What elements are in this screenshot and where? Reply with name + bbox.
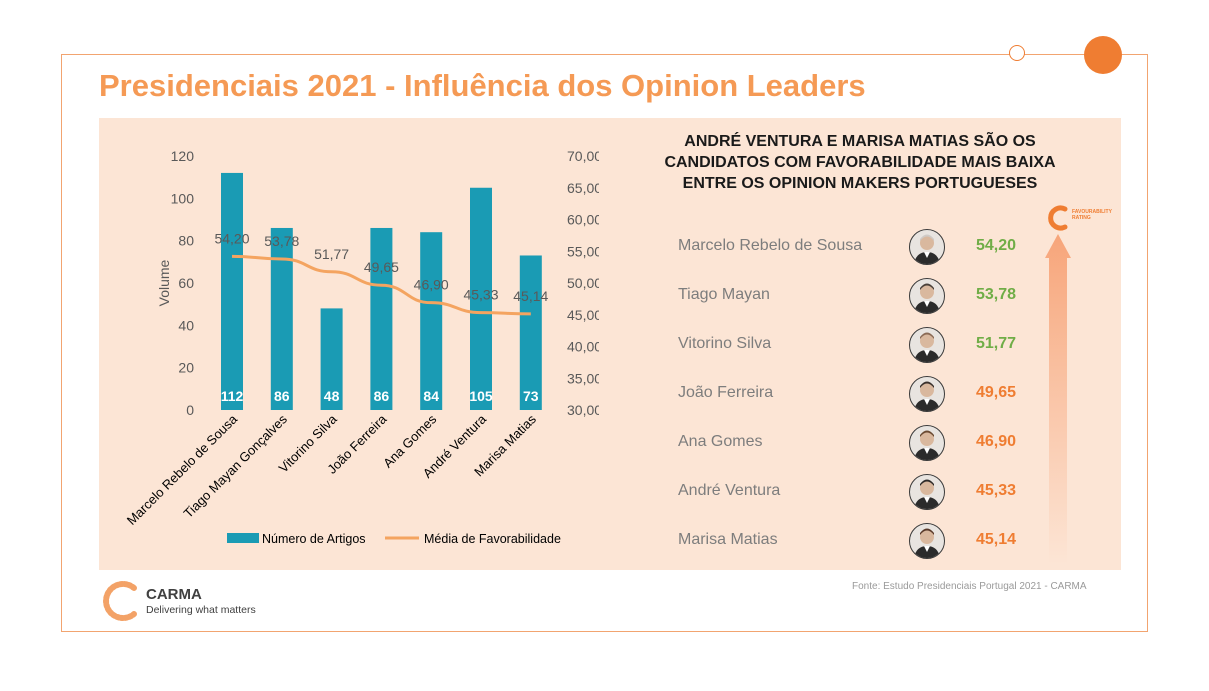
y2-tick-label: 50,00 xyxy=(567,275,599,291)
headline-line: ENTRE OS OPINION MAKERS PORTUGUESES xyxy=(682,175,1038,192)
bar xyxy=(519,255,542,410)
bar-data-label: 86 xyxy=(374,388,390,404)
ranking-row: Marcelo Rebelo de Sousa 54,20 xyxy=(678,228,1038,268)
slide-title: Presidenciais 2021 - Influência dos Opin… xyxy=(99,68,866,103)
candidate-name: Tiago Mayan xyxy=(678,286,770,303)
y-tick-label: 40 xyxy=(178,317,194,333)
line-data-label: 45,33 xyxy=(463,287,498,303)
brand-tagline: Delivering what matters xyxy=(146,604,256,616)
line-data-label: 46,90 xyxy=(414,277,449,293)
ranking-row: André Ventura 45,33 xyxy=(678,473,1038,513)
y2-tick-label: 40,00 xyxy=(567,339,599,355)
brand-name: CARMA xyxy=(146,586,202,603)
avatar xyxy=(909,376,945,412)
y2-tick-label: 60,00 xyxy=(567,212,599,228)
headline-line: CANDIDATOS COM FAVORABILIDADE MAIS BAIXA xyxy=(664,154,1056,171)
candidate-name: João Ferreira xyxy=(678,384,774,401)
favourability-chart: 0 20 40 60 80 100 120 30,00 35,00 40,00 45,00 50,00… xyxy=(124,148,599,546)
candidate-name: Marcelo Rebelo de Sousa xyxy=(678,237,863,254)
arrow-up-icon xyxy=(1045,234,1071,564)
avatar xyxy=(909,278,945,314)
candidate-name: Vitorino Silva xyxy=(678,335,772,352)
line-data-label: 51,77 xyxy=(314,246,349,262)
bar xyxy=(370,227,393,410)
candidate-name: Marisa Matias xyxy=(678,531,778,548)
ranking-row: João Ferreira 49,65 xyxy=(678,375,1038,415)
y-tick-label: 0 xyxy=(186,402,194,418)
y2-tick-label: 35,00 xyxy=(567,370,599,386)
bar-data-label: 112 xyxy=(221,388,244,404)
bar-data-label: 84 xyxy=(423,388,439,404)
favourability-value: 45,33 xyxy=(976,482,1017,499)
favourability-label-line: FAVOURABILITY xyxy=(1072,209,1112,215)
y-tick-label: 120 xyxy=(171,148,195,164)
decorative-dot xyxy=(1084,36,1122,74)
favourability-label-line: RATING xyxy=(1072,215,1091,221)
bar xyxy=(420,232,443,410)
favourability-value: 45,14 xyxy=(976,531,1017,548)
headline-line: ANDRÉ VENTURA E MARISA MATIAS SÃO OS xyxy=(684,133,1036,150)
line-data-label: 45,14 xyxy=(513,288,548,304)
favourability-rating-label: FAVOURABILITY RATING xyxy=(1072,209,1132,221)
y-tick-label: 100 xyxy=(171,190,195,206)
legend-label: Número de Artigos xyxy=(262,532,366,546)
slide-frame xyxy=(61,54,1148,632)
y2-tick-label: 30,00 xyxy=(567,402,599,418)
content-panel xyxy=(99,118,1121,570)
bar-data-label: 86 xyxy=(274,388,290,404)
ranking-row: Ana Gomes 46,90 xyxy=(678,424,1038,464)
avatar xyxy=(909,229,945,265)
y2-tick-label: 70,00 xyxy=(567,148,599,164)
favourability-logo-icon xyxy=(1048,205,1068,231)
avatar xyxy=(909,425,945,461)
favourability-series-line xyxy=(231,254,531,316)
legend-swatch-bar xyxy=(227,533,259,543)
y2-tick-label: 55,00 xyxy=(567,243,599,259)
y2-tick-label: 45,00 xyxy=(567,307,599,323)
decorative-ring xyxy=(1009,45,1025,61)
avatar xyxy=(909,523,945,559)
bar-data-label: 48 xyxy=(324,388,340,404)
ranking-row: Marisa Matias 45,14 xyxy=(678,522,1038,562)
bar xyxy=(221,172,243,410)
y2-tick-label: 65,00 xyxy=(567,180,599,196)
ranking-row: Tiago Mayan 53,78 xyxy=(678,277,1038,317)
y-axis-title: Volume xyxy=(156,259,172,306)
x-tick-label: Tiago Mayan Gonçalves xyxy=(181,411,291,521)
line-data-label: 49,65 xyxy=(364,259,399,275)
source-note: Fonte: Estudo Presidenciais Portugal 202… xyxy=(852,581,1087,592)
legend-label: Média de Favorabilidade xyxy=(424,532,561,546)
candidate-name: André Ventura xyxy=(678,482,781,499)
headline: ANDRÉ VENTURA E MARISA MATIAS SÃO OS CAN… xyxy=(640,131,1080,194)
avatar xyxy=(909,474,945,510)
y-tick-label: 60 xyxy=(178,275,194,291)
ranking-row: Vitorino Silva 51,77 xyxy=(678,326,1038,366)
favourability-value: 51,77 xyxy=(976,335,1017,352)
y-tick-label: 80 xyxy=(178,233,194,249)
avatar xyxy=(909,327,945,363)
favourability-value: 49,65 xyxy=(976,384,1017,401)
favourability-value: 46,90 xyxy=(976,433,1017,450)
bar-data-label: 105 xyxy=(469,388,493,404)
line-data-label: 54,20 xyxy=(214,230,249,246)
bar xyxy=(320,308,343,410)
favourability-value: 54,20 xyxy=(976,237,1017,254)
bar xyxy=(270,227,293,410)
favourability-value: 53,78 xyxy=(976,286,1017,303)
y-tick-label: 20 xyxy=(178,360,194,376)
candidate-name: Ana Gomes xyxy=(678,433,763,450)
carma-logo-icon xyxy=(103,581,137,621)
bar-data-label: 73 xyxy=(523,388,539,404)
line-data-label: 53,78 xyxy=(264,233,299,249)
bar xyxy=(470,187,492,410)
